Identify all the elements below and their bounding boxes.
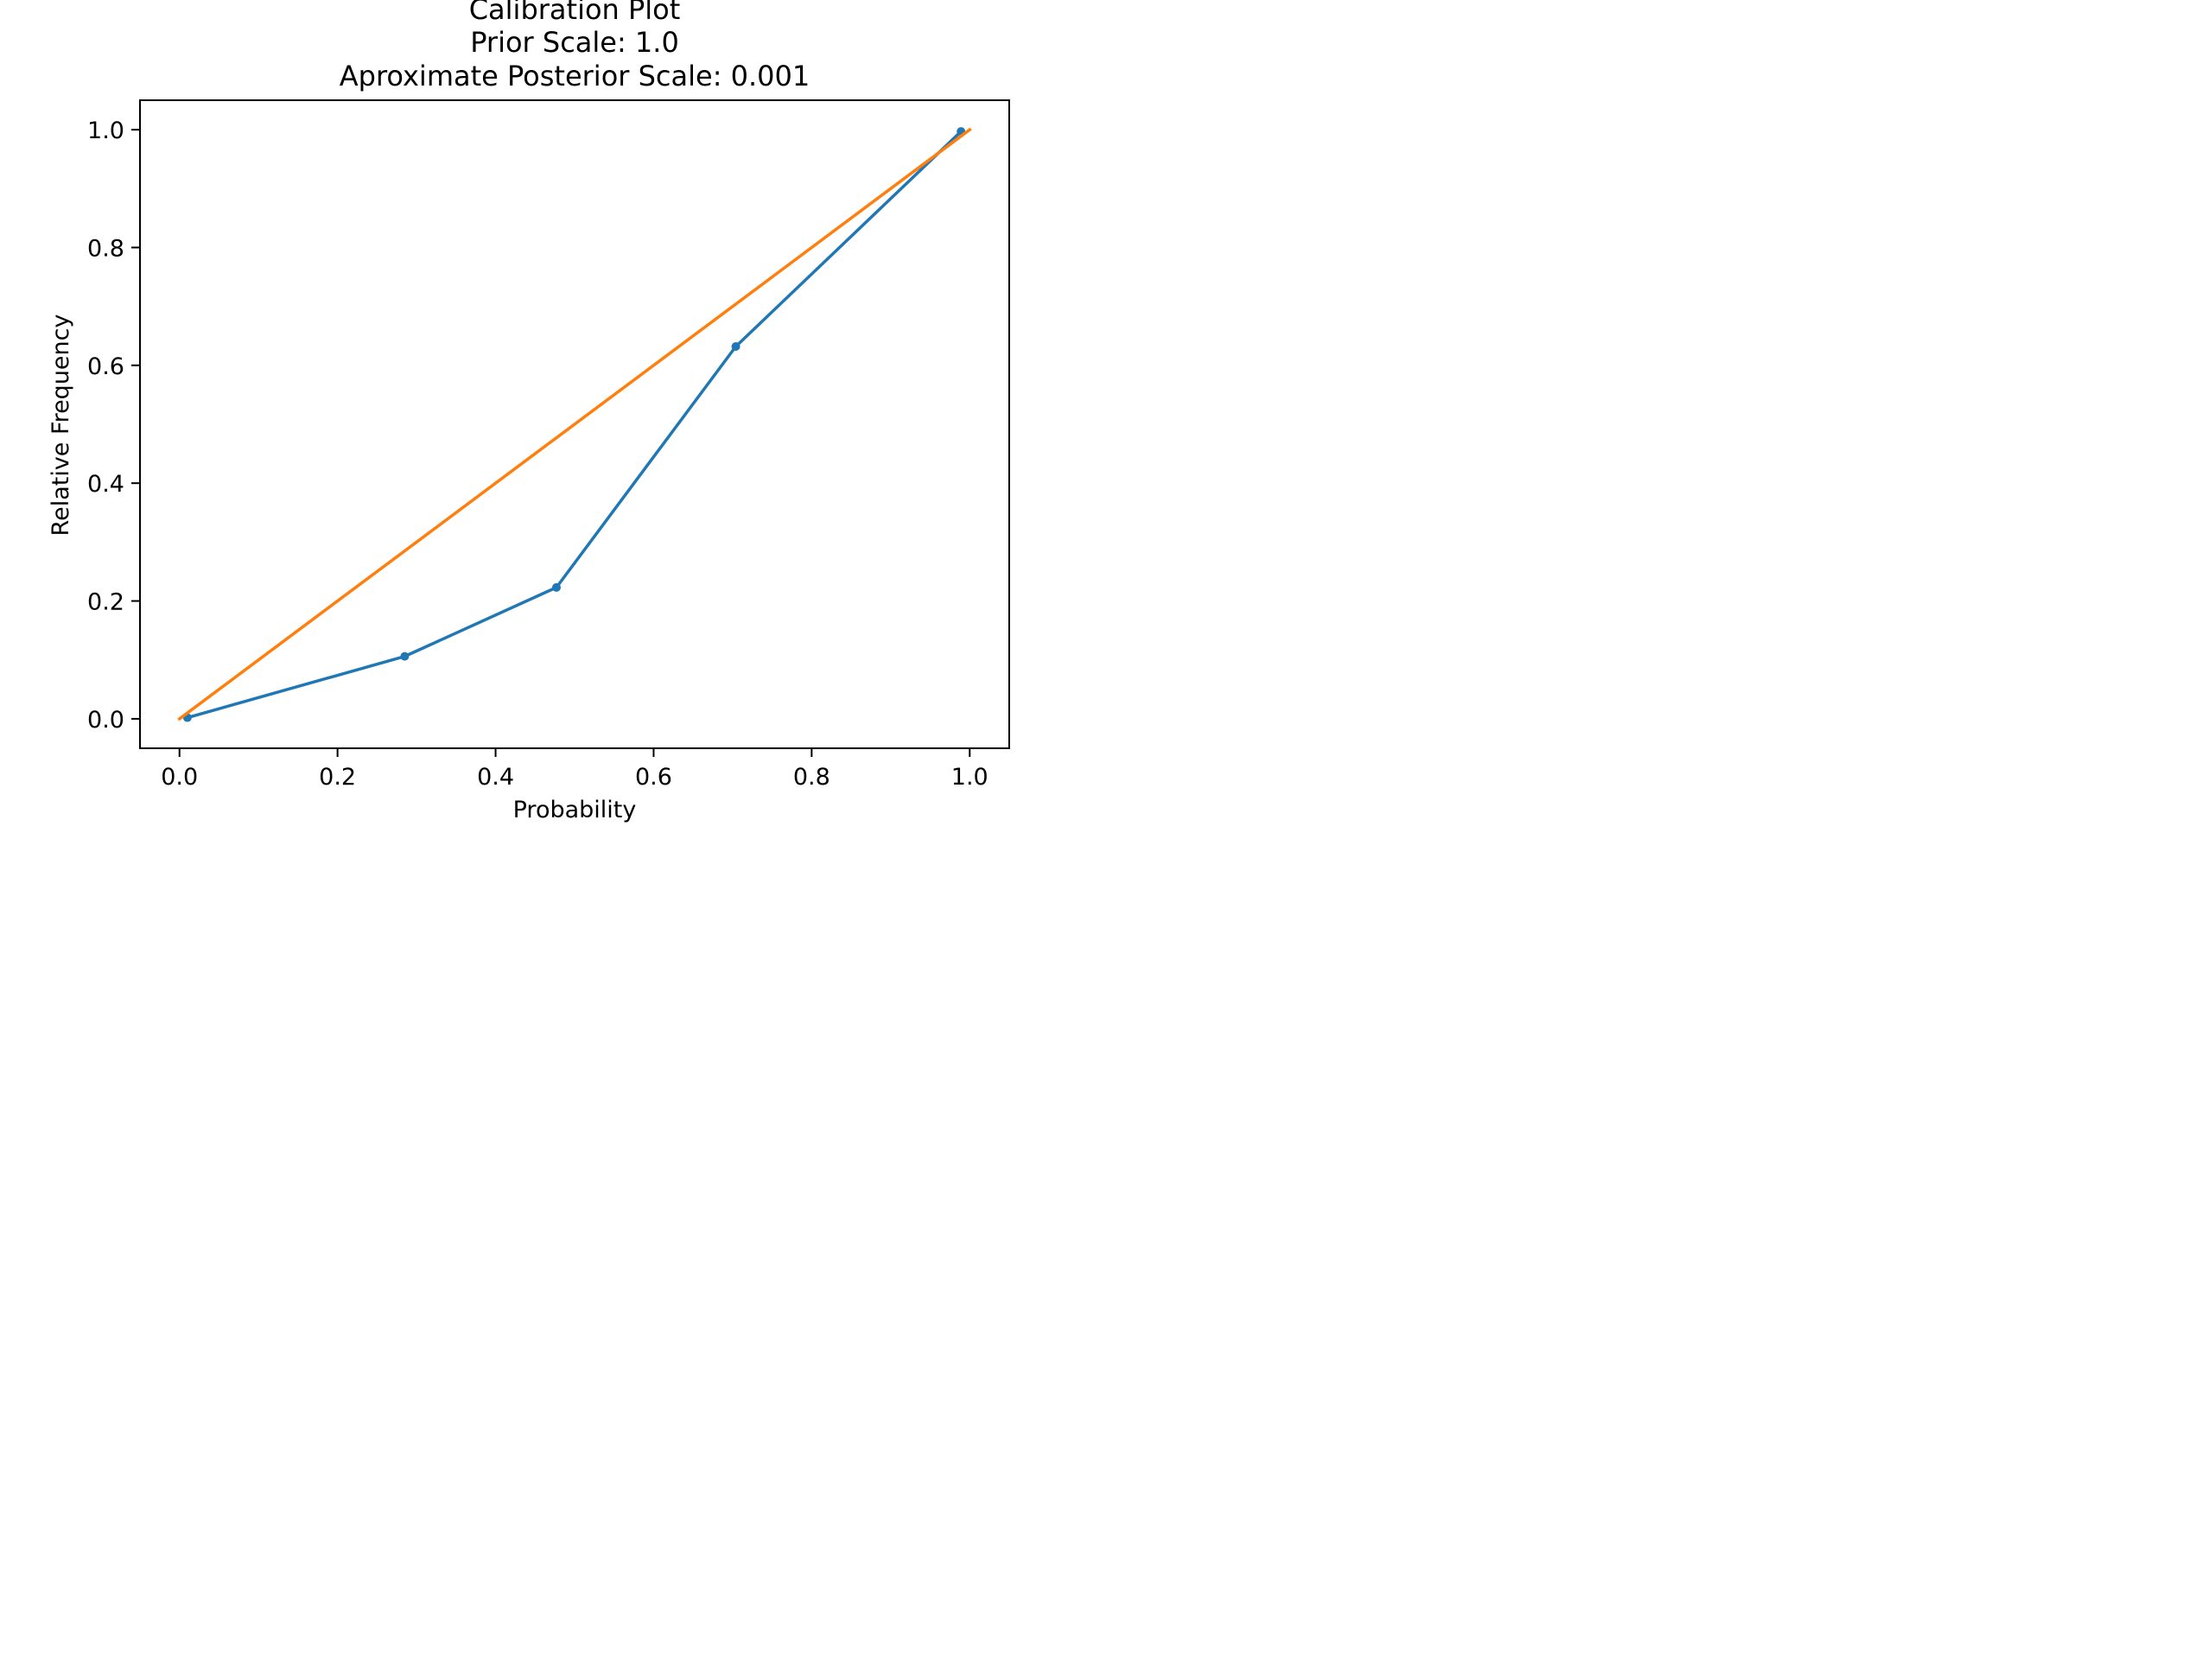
plot-area: 0.0 0.2 0.4 0.6 0.8 1.0 0.0 0.2 0.4 0.6 0.8 1.0 xyxy=(87,99,1010,791)
title-line-3: Aproximate Posterior Scale: 0.001 xyxy=(340,60,810,92)
title-line-1: Calibration Plot xyxy=(469,0,681,26)
chart-title: Calibration Plot Prior Scale: 1.0 Aproxi… xyxy=(340,0,810,92)
y-tick-label: 1.0 xyxy=(87,118,124,144)
x-tick-label: 0.4 xyxy=(477,764,514,791)
y-tick-label: 0.0 xyxy=(87,707,124,734)
x-tick-label: 1.0 xyxy=(951,764,988,791)
x-tick-label: 0.2 xyxy=(319,764,356,791)
series-1-point xyxy=(731,342,741,351)
x-tick-label: 0.8 xyxy=(793,764,830,791)
x-tick-label: 0.0 xyxy=(161,764,198,791)
y-tick-label: 0.2 xyxy=(87,589,124,616)
series-1-point xyxy=(400,652,410,661)
y-tick-label: 0.6 xyxy=(87,353,124,380)
series-1-point xyxy=(551,582,561,592)
y-tick-label: 0.8 xyxy=(87,235,124,262)
y-axis-label: Relative Frequency xyxy=(48,315,74,537)
y-tick-label: 0.4 xyxy=(87,471,124,498)
series-2-line xyxy=(177,127,972,721)
title-line-2: Prior Scale: 1.0 xyxy=(470,26,679,59)
x-tick-label: 0.6 xyxy=(635,764,672,791)
x-axis-label: Probability xyxy=(513,797,637,823)
plot-frame xyxy=(139,99,1010,749)
